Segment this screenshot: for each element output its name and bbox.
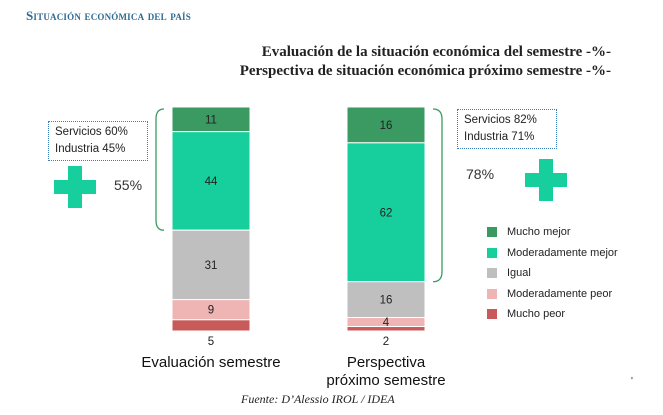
legend-swatch xyxy=(487,247,497,258)
legend: Mucho mejor Moderadamente mejor Igual Moder… xyxy=(487,222,618,325)
data-label-1-2: 44 xyxy=(205,176,218,188)
bar-segment-2-3 xyxy=(346,281,426,319)
callout-right-line2: Industria 71% xyxy=(464,131,535,143)
data-label-2-2: 62 xyxy=(380,207,393,219)
callout-left-line2: Industria 45% xyxy=(55,143,126,155)
chart-title-line1: Evaluación de la situación económica del… xyxy=(261,44,611,60)
legend-label: Moderadamente mejor xyxy=(507,246,618,259)
category-label-1-1: Evaluación semestre xyxy=(141,354,280,371)
source-note: Fuente: D’Alessio IROL / IDEA xyxy=(241,392,395,406)
legend-item: Mucho peor xyxy=(487,304,618,325)
legend-label: Igual xyxy=(507,267,531,280)
bar-segment-1-1 xyxy=(171,106,251,133)
callout-left: Servicios 60% Industria 45% xyxy=(48,121,148,161)
legend-swatch xyxy=(487,288,497,299)
callout-left-line1: Servicios 60% xyxy=(55,126,128,138)
bar-segment-2-5 xyxy=(346,326,426,332)
bar-segment-1-5 xyxy=(171,319,251,332)
callout-right-line1: Servicios 82% xyxy=(464,114,537,126)
legend-item: Igual xyxy=(487,263,618,284)
data-label-1-1: 11 xyxy=(205,114,217,126)
bar-segment-1-3 xyxy=(171,229,251,301)
stray-mark: ' xyxy=(631,376,633,387)
legend-label: Mucho peor xyxy=(507,308,566,321)
bar-segment-2-2 xyxy=(346,142,426,283)
section-title: Situación económica del país xyxy=(26,8,191,23)
legend-label: Moderadamente peor xyxy=(507,287,613,300)
plus-icon-left xyxy=(54,166,96,208)
bracket-left xyxy=(155,108,165,231)
data-label-1-3: 31 xyxy=(205,260,218,272)
legend-item: Moderadamente peor xyxy=(487,284,618,305)
bar-segment-2-1 xyxy=(346,106,426,144)
category-label-2-1: Perspectiva xyxy=(347,354,426,371)
legend-swatch xyxy=(487,227,497,238)
data-label-2-4: 4 xyxy=(383,317,390,329)
callout-right: Servicios 82% Industria 71% xyxy=(457,109,557,149)
bracket-right xyxy=(432,108,443,283)
chart-title-line2: Perspectiva de situación económica próxi… xyxy=(239,63,611,79)
right-total-pct: 78% xyxy=(466,166,495,182)
category-label-2-2: próximo semestre xyxy=(326,372,445,389)
legend-item: Moderadamente mejor xyxy=(487,243,618,264)
legend-swatch xyxy=(487,268,497,279)
data-label-2-3: 16 xyxy=(380,295,393,307)
plus-icon-right xyxy=(525,159,567,201)
legend-swatch xyxy=(487,309,497,320)
data-label-1-4: 9 xyxy=(208,305,214,317)
left-total-pct: 55% xyxy=(114,177,143,193)
legend-label: Mucho mejor xyxy=(507,226,571,239)
data-label-2-5: 2 xyxy=(383,336,389,348)
legend-item: Mucho mejor xyxy=(487,222,618,243)
data-label-1-5: 5 xyxy=(208,336,214,348)
data-label-2-1: 16 xyxy=(380,120,393,132)
